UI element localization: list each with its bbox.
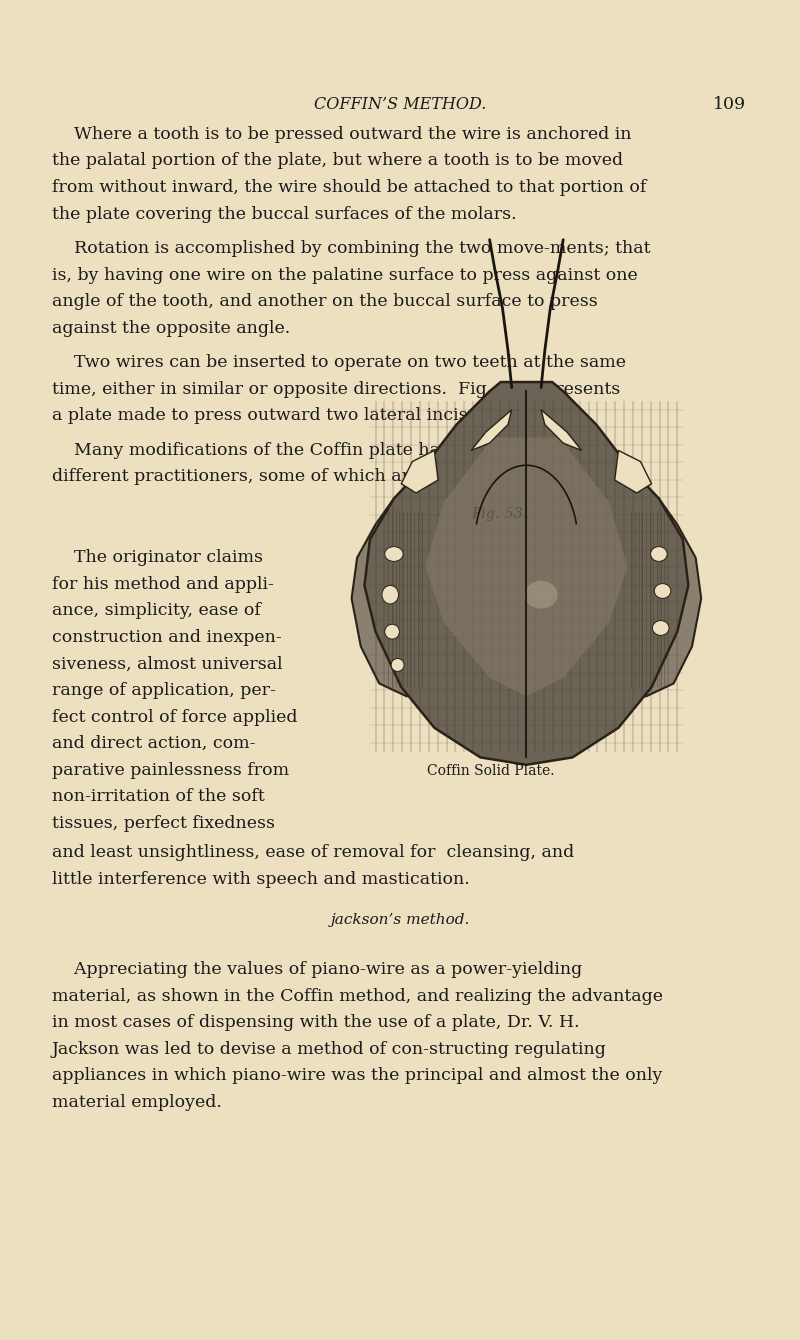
Text: Fig. 53.: Fig. 53. bbox=[471, 507, 527, 520]
Text: Where a tooth is to be pressed outward the wire is anchored in: Where a tooth is to be pressed outward t… bbox=[52, 126, 631, 143]
Text: jackson’s method.: jackson’s method. bbox=[330, 914, 470, 927]
Text: 109: 109 bbox=[713, 95, 746, 113]
Text: The originator claims: The originator claims bbox=[52, 549, 263, 567]
Ellipse shape bbox=[385, 624, 399, 639]
Text: ance, simplicity, ease of: ance, simplicity, ease of bbox=[52, 603, 261, 619]
Polygon shape bbox=[402, 450, 438, 493]
Polygon shape bbox=[352, 498, 430, 697]
Text: is, by having one wire on the palatine surface to press against one: is, by having one wire on the palatine s… bbox=[52, 267, 638, 284]
Text: range of application, per-: range of application, per- bbox=[52, 682, 276, 699]
Text: construction and inexpen-: construction and inexpen- bbox=[52, 628, 282, 646]
Text: from without inward, the wire should be attached to that portion of: from without inward, the wire should be … bbox=[52, 180, 646, 196]
Text: different practitioners, some of which are shown in Part III.: different practitioners, some of which a… bbox=[52, 469, 579, 485]
Text: fect control of force applied: fect control of force applied bbox=[52, 709, 298, 725]
Polygon shape bbox=[541, 410, 582, 450]
Text: angle of the tooth, and another on the buccal surface to press: angle of the tooth, and another on the b… bbox=[52, 293, 598, 310]
Polygon shape bbox=[614, 450, 651, 493]
Text: the palatal portion of the plate, but where a tooth is to be moved: the palatal portion of the plate, but wh… bbox=[52, 153, 623, 169]
Text: tissues, perfect fixedness: tissues, perfect fixedness bbox=[52, 815, 275, 832]
Text: appliances in which piano-wire was the principal and almost the only: appliances in which piano-wire was the p… bbox=[52, 1067, 662, 1084]
Ellipse shape bbox=[391, 658, 404, 671]
Text: Appreciating the values of piano-wire as a power-yielding: Appreciating the values of piano-wire as… bbox=[52, 961, 582, 978]
Polygon shape bbox=[622, 498, 701, 697]
Polygon shape bbox=[426, 437, 628, 697]
Text: in most cases of dispensing with the use of a plate, Dr. V. H.: in most cases of dispensing with the use… bbox=[52, 1014, 580, 1032]
Ellipse shape bbox=[525, 580, 558, 608]
Text: material employed.: material employed. bbox=[52, 1093, 222, 1111]
Text: against the opposite angle.: against the opposite angle. bbox=[52, 320, 290, 336]
Ellipse shape bbox=[382, 586, 398, 604]
Text: Rotation is accomplished by combining the two move-ments; that: Rotation is accomplished by combining th… bbox=[52, 240, 650, 257]
Text: Many modifications of the Coffin plate have been devised by: Many modifications of the Coffin plate h… bbox=[52, 442, 608, 458]
Ellipse shape bbox=[650, 547, 667, 561]
Text: Two wires can be inserted to operate on two teeth at the same: Two wires can be inserted to operate on … bbox=[52, 354, 626, 371]
Ellipse shape bbox=[654, 584, 671, 599]
Text: COFFIN’S METHOD.: COFFIN’S METHOD. bbox=[314, 95, 486, 113]
Polygon shape bbox=[365, 382, 688, 765]
Text: non-irritation of the soft: non-irritation of the soft bbox=[52, 788, 265, 805]
Text: and least unsightliness, ease of removal for  cleansing, and: and least unsightliness, ease of removal… bbox=[52, 844, 574, 862]
Text: a plate made to press outward two lateral incisors.: a plate made to press outward two latera… bbox=[52, 407, 501, 425]
Ellipse shape bbox=[385, 547, 403, 561]
Polygon shape bbox=[471, 410, 512, 450]
Ellipse shape bbox=[653, 620, 669, 635]
Text: siveness, almost universal: siveness, almost universal bbox=[52, 655, 282, 673]
Text: and direct action, com-: and direct action, com- bbox=[52, 736, 255, 752]
Text: material, as shown in the Coffin method, and realizing the advantage: material, as shown in the Coffin method,… bbox=[52, 988, 663, 1005]
Text: little interference with speech and mastication.: little interference with speech and mast… bbox=[52, 871, 470, 887]
Text: the plate covering the buccal surfaces of the molars.: the plate covering the buccal surfaces o… bbox=[52, 205, 517, 222]
Text: parative painlessness from: parative painlessness from bbox=[52, 761, 289, 779]
Text: for his method and appli-: for his method and appli- bbox=[52, 576, 274, 592]
Text: Coffin Solid Plate.: Coffin Solid Plate. bbox=[426, 764, 554, 777]
Text: time, either in similar or opposite directions.  Fig. 53 represents: time, either in similar or opposite dire… bbox=[52, 381, 620, 398]
Text: Jackson was led to devise a method of con-structing regulating: Jackson was led to devise a method of co… bbox=[52, 1041, 607, 1057]
